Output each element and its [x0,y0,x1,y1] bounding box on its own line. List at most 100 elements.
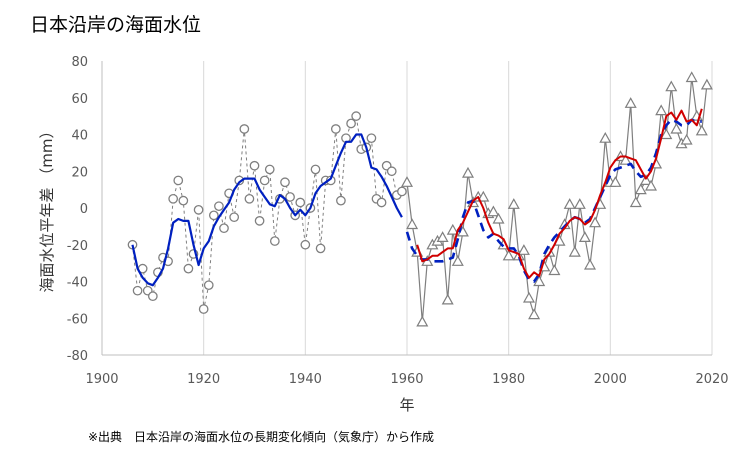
data-point-circle [285,192,295,202]
x-tick-label: 1980 [492,372,525,387]
data-point-circle [168,193,179,204]
data-point-circle [203,280,214,291]
data-point-circle [330,124,341,134]
series-dashed-circle [127,111,407,314]
x-tick-label: 2000 [594,372,627,387]
data-point-triangle [446,223,459,235]
x-axis-label: 年 [399,396,414,414]
y-tick-label: 80 [71,55,88,70]
y-tick-label: -20 [67,239,88,254]
data-point-triangle [507,198,520,209]
data-point-circle [208,210,219,221]
y-tick-label: 60 [71,92,88,107]
data-point-triangle [451,255,464,266]
data-point-circle [254,216,265,226]
data-point-circle [376,197,387,208]
data-point-triangle [461,166,475,178]
data-point-circle [366,133,377,144]
data-point-circle [249,160,260,171]
data-point-triangle [624,97,637,108]
data-point-triangle [517,244,530,255]
x-tick-labels: 1900 1920 1940 1960 1980 2000 2020 [85,372,728,387]
data-point-triangle [660,128,673,140]
data-point-circle [219,223,229,234]
data-point-triangle [583,258,597,270]
x-tick-label: 1900 [85,372,118,387]
data-point-triangle [477,190,490,202]
data-point-triangle [599,131,612,143]
data-point-triangle [548,264,561,276]
source-note: ※出典 日本沿岸の海面水位の長期変化傾向（気象庁）から作成 [88,430,435,444]
grid-lines [101,61,713,356]
data-point-triangle [416,315,429,327]
data-point-circle [214,201,224,212]
data-point-triangle [609,176,622,187]
y-tick-label: -40 [67,276,88,291]
x-tick-label: 2020 [695,372,728,387]
y-tick-label: 0 [80,202,88,217]
data-point-circle [244,193,255,204]
x-tick-label: 1920 [187,372,220,387]
data-point-circle [147,291,158,302]
data-point-triangle [634,183,647,195]
data-point-circle [193,204,204,215]
data-point-triangle [589,216,602,228]
series-line [416,108,703,279]
data-point-triangle [406,218,419,230]
y-tick-label: -80 [67,349,88,364]
data-point-circle [300,239,311,250]
data-point-circle [269,236,280,246]
data-point-triangle [441,293,454,305]
data-point-triangle [533,275,546,287]
data-point-circle [315,243,326,254]
data-point-triangle [670,122,683,134]
chart-title: 日本沿岸の海面水位 [30,14,202,36]
data-point-circle [178,195,189,206]
y-tick-label: 40 [71,129,88,144]
data-point-circle [280,177,290,188]
series-solid-triangle [400,71,713,327]
data-point-triangle [655,104,668,116]
x-tick-label: 1960 [390,372,423,387]
data-point-circle [336,195,346,206]
data-point-circle [264,164,275,175]
data-point-triangle [619,153,632,165]
data-point-circle [351,111,362,121]
y-tick-label: -60 [67,312,88,327]
data-point-circle [397,186,407,197]
data-point-triangle [568,245,581,257]
data-point-triangle [639,174,652,185]
data-point-circle [183,263,194,274]
data-point-triangle [563,198,576,209]
series-line [405,118,702,283]
data-point-triangle [573,198,586,209]
data-point-circle [198,304,209,314]
y-axis-label: 海面水位平年差 （mm） [38,124,56,293]
data-point-triangle [629,196,642,208]
y-tick-labels: -80 -60 -40 -20 0 20 40 60 80 [67,55,88,364]
data-point-triangle [680,133,693,145]
series-solid-red-none [416,108,703,279]
data-point-triangle [492,212,505,224]
y-tick-label: 20 [71,165,88,180]
x-tick-label: 1940 [289,372,322,387]
series-solid-blue-none [131,133,403,287]
series-line [131,133,403,287]
data-point-circle [173,175,184,186]
data-point-triangle [502,249,515,261]
data-point-triangle [400,176,414,187]
data-point-triangle [487,205,500,217]
data-point-circle [229,212,240,223]
data-point-triangle [665,80,678,92]
data-point-circle [386,166,397,177]
data-point-circle [132,285,143,296]
data-point-triangle [578,231,591,242]
data-point-circle [310,164,321,175]
data-point-circle [259,175,270,186]
data-point-triangle [685,71,698,83]
series-dashed-blue-none [405,118,702,283]
data-point-triangle [436,231,449,242]
data-point-triangle [644,179,658,191]
data-point-circle [295,197,306,208]
